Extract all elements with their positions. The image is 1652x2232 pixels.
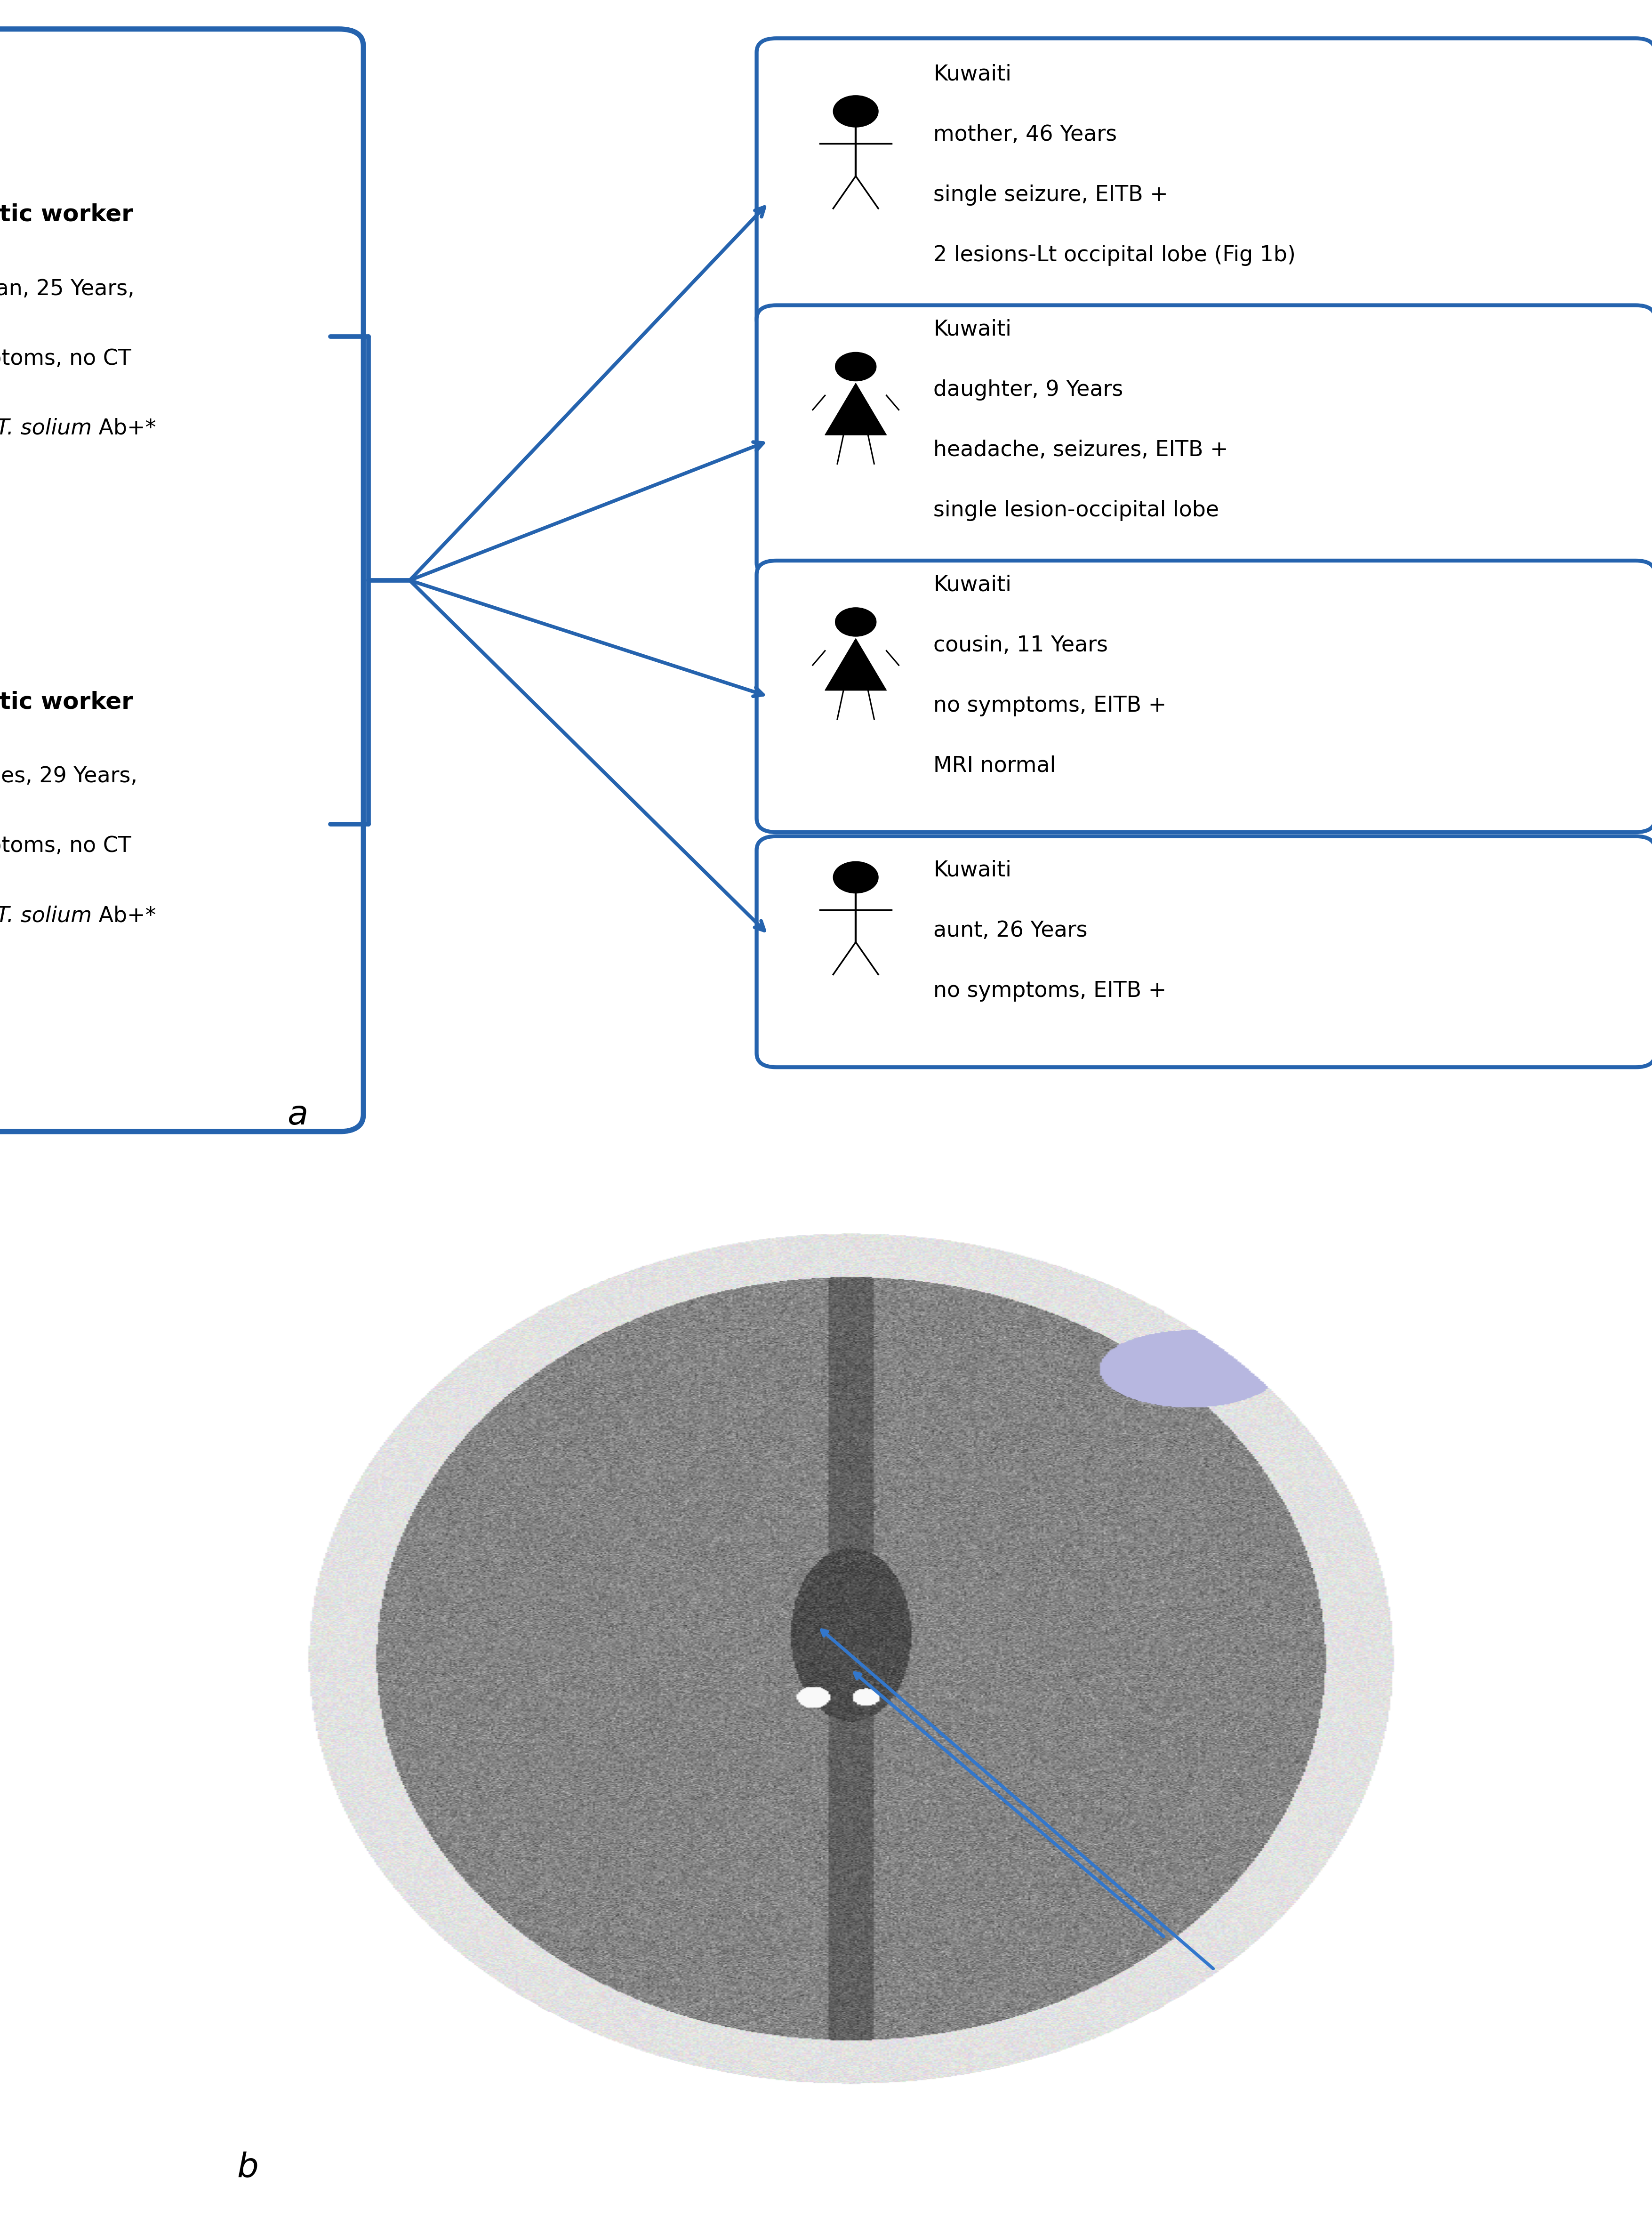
Text: no symptoms, EITB +: no symptoms, EITB + xyxy=(933,980,1166,1002)
Circle shape xyxy=(836,607,876,636)
FancyBboxPatch shape xyxy=(0,29,363,1132)
Text: headache, seizures, EITB +: headache, seizures, EITB + xyxy=(933,440,1229,462)
Text: T. solium: T. solium xyxy=(0,906,93,926)
Circle shape xyxy=(836,353,876,382)
Text: Domestic worker: Domestic worker xyxy=(0,203,134,225)
Text: Kuwaiti: Kuwaiti xyxy=(933,319,1011,339)
Text: single seizure, EITB +: single seizure, EITB + xyxy=(933,185,1168,205)
Text: no symptoms, no CT: no symptoms, no CT xyxy=(0,835,131,857)
Text: no symptoms, no CT: no symptoms, no CT xyxy=(0,348,131,368)
Text: cousin, 11 Years: cousin, 11 Years xyxy=(933,634,1108,656)
Text: MRI normal: MRI normal xyxy=(933,754,1056,777)
Text: b: b xyxy=(236,2152,259,2183)
Text: aunt, 26 Years: aunt, 26 Years xyxy=(933,920,1087,942)
Text: Sri Lankan, 25 Years,: Sri Lankan, 25 Years, xyxy=(0,279,134,299)
Text: single lesion-occipital lobe: single lesion-occipital lobe xyxy=(933,500,1219,522)
Text: Ab+*: Ab+* xyxy=(93,417,157,440)
Circle shape xyxy=(833,862,879,893)
FancyBboxPatch shape xyxy=(757,306,1652,576)
Text: Ab+*: Ab+* xyxy=(93,906,157,926)
Polygon shape xyxy=(824,384,887,435)
Text: Domestic worker: Domestic worker xyxy=(0,690,134,714)
Text: 2 lesions-Lt occipital lobe (Fig 1b): 2 lesions-Lt occipital lobe (Fig 1b) xyxy=(933,246,1295,266)
Polygon shape xyxy=(824,638,887,690)
Text: daughter, 9 Years: daughter, 9 Years xyxy=(933,379,1123,400)
Text: mother, 46 Years: mother, 46 Years xyxy=(933,125,1117,145)
Text: Kuwaiti: Kuwaiti xyxy=(933,65,1011,85)
Text: Philippines, 29 Years,: Philippines, 29 Years, xyxy=(0,766,137,788)
Text: a: a xyxy=(287,1098,307,1132)
Text: Kuwaiti: Kuwaiti xyxy=(933,859,1011,882)
FancyBboxPatch shape xyxy=(757,38,1652,333)
Circle shape xyxy=(833,96,879,127)
Text: Kuwaiti: Kuwaiti xyxy=(933,574,1011,596)
FancyBboxPatch shape xyxy=(757,560,1652,833)
FancyBboxPatch shape xyxy=(757,837,1652,1067)
Text: T. solium: T. solium xyxy=(0,417,93,440)
Text: no symptoms, EITB +: no symptoms, EITB + xyxy=(933,694,1166,716)
